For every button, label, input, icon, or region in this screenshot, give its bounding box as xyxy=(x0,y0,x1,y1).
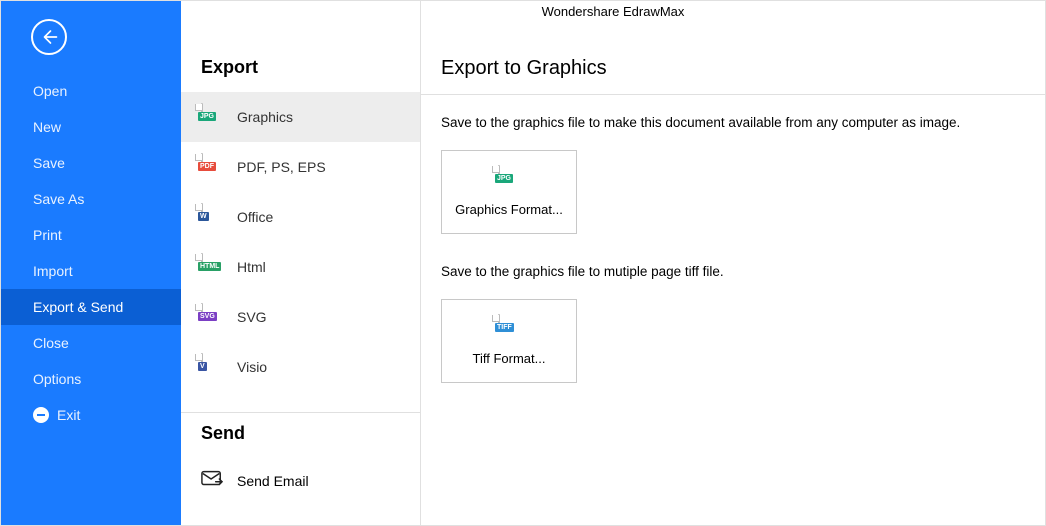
arrow-left-icon xyxy=(40,28,58,46)
sidebar-item-print[interactable]: Print xyxy=(1,217,181,253)
app-title: Wondershare EdrawMax xyxy=(542,4,685,19)
sidebar-item-export-send[interactable]: Export & Send xyxy=(1,289,181,325)
export-panel: Export JPG Graphics PDF PDF, PS, EPS W Office… xyxy=(181,1,421,525)
export-item-svg[interactable]: SVG SVG xyxy=(181,292,420,342)
pdf-file-icon: PDF xyxy=(201,154,223,180)
w-file-icon: W xyxy=(201,204,223,230)
main-panel: Export to Graphics Save to the graphics … xyxy=(421,1,1045,525)
sidebar-item-import[interactable]: Import xyxy=(1,253,181,289)
export-item-label: Office xyxy=(237,209,273,225)
title-bar: Wondershare EdrawMax xyxy=(180,0,1046,24)
email-icon xyxy=(201,470,223,491)
tiff-file-icon: TIFF xyxy=(498,315,520,341)
export-item-label: Graphics xyxy=(237,109,293,125)
tiff-description: Save to the graphics file to mutiple pag… xyxy=(441,264,1025,279)
export-item-pdf-ps-eps[interactable]: PDF PDF, PS, EPS xyxy=(181,142,420,192)
sidebar-item-new[interactable]: New xyxy=(1,109,181,145)
html-file-icon: HTML xyxy=(201,254,223,280)
sidebar-item-open[interactable]: Open xyxy=(1,73,181,109)
jpg-file-icon: JPG xyxy=(201,104,223,130)
export-item-html[interactable]: HTML Html xyxy=(181,242,420,292)
exit-icon xyxy=(33,407,49,423)
jpg-file-icon: JPG xyxy=(498,166,520,192)
graphics-description: Save to the graphics file to make this d… xyxy=(441,115,1025,130)
export-item-office[interactable]: W Office xyxy=(181,192,420,242)
exit-label: Exit xyxy=(57,407,80,423)
export-item-label: PDF, PS, EPS xyxy=(237,159,326,175)
sidebar-item-options[interactable]: Options xyxy=(1,361,181,397)
sidebar-item-exit[interactable]: Exit xyxy=(1,397,181,433)
tiff-format-card[interactable]: TIFF Tiff Format... xyxy=(441,299,577,383)
export-section-title: Export xyxy=(181,47,420,92)
sidebar-item-close[interactable]: Close xyxy=(1,325,181,361)
send-section-title: Send xyxy=(181,413,420,458)
sidebar: OpenNewSaveSave AsPrintImportExport & Se… xyxy=(1,1,181,525)
export-item-graphics[interactable]: JPG Graphics xyxy=(181,92,420,142)
v-file-icon: V xyxy=(201,354,223,380)
sidebar-item-save-as[interactable]: Save As xyxy=(1,181,181,217)
sidebar-item-save[interactable]: Save xyxy=(1,145,181,181)
export-item-label: Html xyxy=(237,259,266,275)
graphics-card-label: Graphics Format... xyxy=(455,202,563,218)
send-email-item[interactable]: Send Email xyxy=(181,458,420,503)
main-title: Export to Graphics xyxy=(421,47,1045,94)
graphics-format-card[interactable]: JPG Graphics Format... xyxy=(441,150,577,234)
export-item-label: SVG xyxy=(237,309,267,325)
svg-file-icon: SVG xyxy=(201,304,223,330)
export-item-visio[interactable]: V Visio xyxy=(181,342,420,392)
export-item-label: Visio xyxy=(237,359,267,375)
tiff-card-label: Tiff Format... xyxy=(473,351,546,367)
send-email-label: Send Email xyxy=(237,473,309,489)
back-button[interactable] xyxy=(31,19,67,55)
